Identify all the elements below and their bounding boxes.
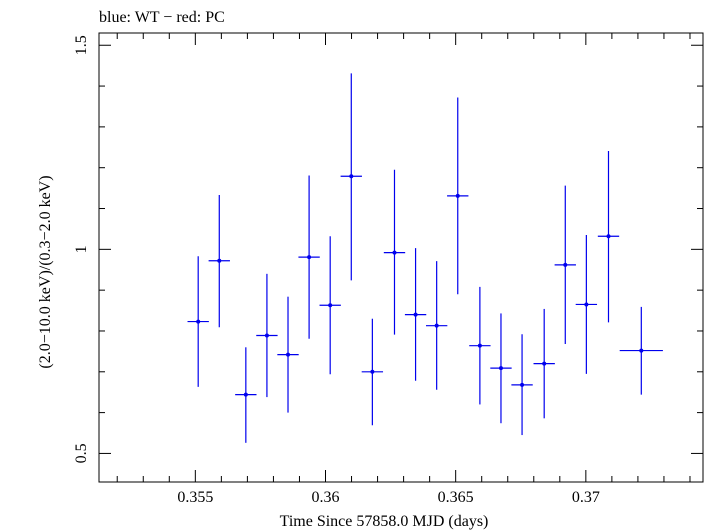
data-marker bbox=[584, 302, 589, 307]
data-marker bbox=[639, 348, 644, 353]
data-point bbox=[361, 318, 384, 426]
data-point bbox=[187, 256, 209, 387]
data-marker bbox=[349, 174, 354, 179]
axes: 0.355 0.36 0.365 0.37 0.5 1 1.5 bbox=[73, 33, 703, 506]
data-point bbox=[319, 236, 341, 375]
data-point bbox=[619, 306, 663, 395]
data-marker bbox=[286, 352, 291, 357]
data-marker bbox=[542, 361, 547, 366]
data-marker bbox=[328, 303, 333, 308]
data-point bbox=[597, 150, 620, 323]
data-marker bbox=[520, 382, 525, 387]
data-point bbox=[277, 296, 299, 413]
data-point bbox=[404, 248, 427, 381]
data-points bbox=[187, 73, 663, 443]
data-marker bbox=[196, 319, 201, 324]
data-point bbox=[511, 334, 533, 436]
data-marker bbox=[606, 234, 611, 239]
y-axis-label: (2.0−10.0 keV)/(0.3−2.0 keV) bbox=[37, 175, 54, 368]
chart-title: blue: WT − red: PC bbox=[99, 9, 225, 26]
data-point bbox=[383, 169, 406, 335]
data-marker bbox=[264, 333, 269, 338]
data-marker bbox=[370, 369, 375, 374]
data-point bbox=[298, 175, 320, 339]
data-point bbox=[340, 73, 362, 281]
data-marker bbox=[477, 343, 482, 348]
data-marker bbox=[563, 262, 568, 267]
data-point bbox=[533, 308, 555, 419]
data-marker bbox=[243, 392, 248, 397]
x-tick-label: 0.365 bbox=[438, 489, 474, 506]
y-tick-label: 0.5 bbox=[73, 443, 90, 463]
data-marker bbox=[392, 250, 397, 255]
data-point bbox=[469, 286, 491, 405]
x-axis-label: Time Since 57858.0 MJD (days) bbox=[280, 513, 489, 530]
data-point bbox=[256, 273, 278, 398]
data-point bbox=[425, 261, 448, 390]
x-tick-label: 0.37 bbox=[572, 489, 600, 506]
data-marker bbox=[217, 258, 222, 263]
data-marker bbox=[455, 193, 460, 198]
x-tick-label: 0.36 bbox=[312, 489, 340, 506]
data-point bbox=[208, 195, 230, 328]
data-marker bbox=[413, 312, 418, 317]
data-point bbox=[490, 313, 512, 424]
data-marker bbox=[498, 366, 503, 371]
data-marker bbox=[307, 255, 312, 260]
y-tick-label: 1 bbox=[73, 245, 90, 253]
data-point bbox=[447, 97, 469, 295]
data-point bbox=[575, 235, 598, 374]
chart-frame bbox=[98, 32, 704, 483]
data-point bbox=[554, 185, 576, 345]
data-marker bbox=[434, 323, 439, 328]
x-tick-label: 0.355 bbox=[177, 489, 213, 506]
y-tick-label: 1.5 bbox=[73, 35, 90, 55]
data-point bbox=[235, 347, 257, 443]
